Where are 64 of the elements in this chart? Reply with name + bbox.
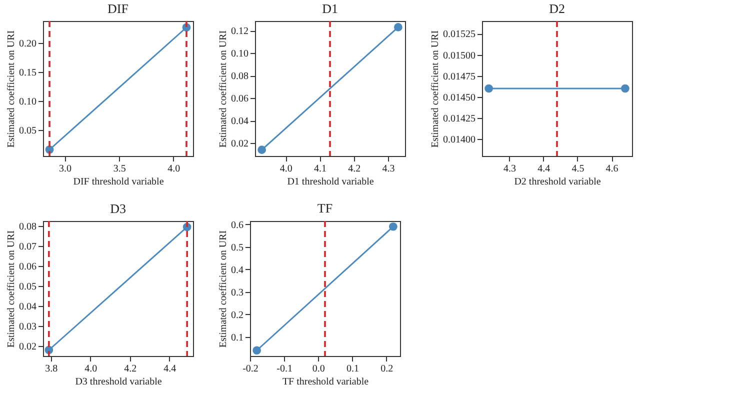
y-tick-label: 0.01475 xyxy=(443,71,476,82)
y-axis-title: Estimated coefficient on URI xyxy=(6,30,17,148)
x-tick-label: 4.2 xyxy=(124,364,137,374)
x-axis-title: DIF threshold variable xyxy=(73,176,164,188)
y-tick-label: 0.10 xyxy=(231,48,248,60)
y-tick-label: 0.01400 xyxy=(443,134,476,146)
x-axis-title: TF threshold variable xyxy=(282,376,370,388)
y-tick-label: 0.01500 xyxy=(443,50,476,62)
x-tick-label: 0.1 xyxy=(346,364,360,374)
y-tick-label: 0.04 xyxy=(231,116,248,128)
y-tick-label: 0.1 xyxy=(231,332,244,344)
y-tick-label: 0.12 xyxy=(231,26,248,38)
y-tick-label: 0.2 xyxy=(231,310,244,321)
chart-title: DIF xyxy=(108,1,128,16)
y-tick-label: 0.06 xyxy=(19,262,36,272)
y-axis-title: Estimated coefficient on URI xyxy=(6,230,17,348)
x-tick-label: 4.1 xyxy=(314,164,327,174)
y-tick-label: 0.04 xyxy=(19,302,36,312)
chart-title: D3 xyxy=(110,201,126,216)
y-tick-label: 0.02 xyxy=(19,342,36,352)
x-tick-label: 0.2 xyxy=(380,364,394,374)
x-tick-label: 3.8 xyxy=(45,364,58,374)
x-tick-label: 4.6 xyxy=(606,164,618,174)
x-tick-label: 4.3 xyxy=(504,164,516,174)
y-tick-label: 0.10 xyxy=(19,96,36,108)
y-tick-label: 0.02 xyxy=(231,138,248,150)
x-tick-label: 4.0 xyxy=(280,164,292,174)
y-axis-title: Estimated coefficient on URI xyxy=(218,30,229,148)
x-tick-label: 0.0 xyxy=(312,364,325,374)
x-axis-title: D1 threshold variable xyxy=(287,176,374,188)
x-tick-label: 4.0 xyxy=(168,164,180,174)
y-tick-label: 0.01450 xyxy=(443,92,476,104)
y-tick-label: 0.03 xyxy=(19,322,36,332)
x-tick-label: -0.1 xyxy=(276,364,293,374)
y-tick-label: 0.05 xyxy=(19,125,36,136)
y-tick-label: 0.01525 xyxy=(443,29,476,40)
y-axis-title: Estimated coefficient on URI xyxy=(218,230,229,348)
x-tick-label: 4.5 xyxy=(572,164,584,174)
chart-title: TF xyxy=(317,200,333,216)
y-tick-label: 0.15 xyxy=(19,67,36,78)
y-tick-label: 0.20 xyxy=(19,38,36,50)
x-tick-label: 3.5 xyxy=(113,164,126,174)
y-tick-label: 0.08 xyxy=(19,222,36,232)
x-tick-label: 4.2 xyxy=(348,164,361,174)
chart-title: D2 xyxy=(549,1,565,16)
chart-title: D1 xyxy=(322,1,338,16)
x-tick-label: 4.3 xyxy=(382,164,395,174)
x-tick-label: 4.4 xyxy=(538,164,550,174)
y-tick-label: 0.6 xyxy=(231,220,244,231)
y-tick-label: 0.01425 xyxy=(443,114,476,125)
y-tick-label: 0.08 xyxy=(231,71,248,82)
x-tick-label: -0.2 xyxy=(242,364,258,374)
y-tick-label: 0.05 xyxy=(19,282,36,292)
x-tick-label: 4.0 xyxy=(84,364,98,374)
y-tick-label: 0.5 xyxy=(231,242,244,254)
y-tick-label: 0.06 xyxy=(231,94,248,105)
x-tick-label: 3.0 xyxy=(58,164,72,174)
y-tick-label: 0.07 xyxy=(19,242,36,252)
y-tick-label: 0.3 xyxy=(231,287,244,298)
y-tick-label: 0.4 xyxy=(231,264,244,276)
x-axis-title: D3 threshold variable xyxy=(75,376,162,388)
x-axis-title: D2 threshold variable xyxy=(514,176,602,188)
y-axis-title: Estimated coefficient on URI xyxy=(430,30,441,148)
x-tick-label: 4.4 xyxy=(164,364,176,374)
